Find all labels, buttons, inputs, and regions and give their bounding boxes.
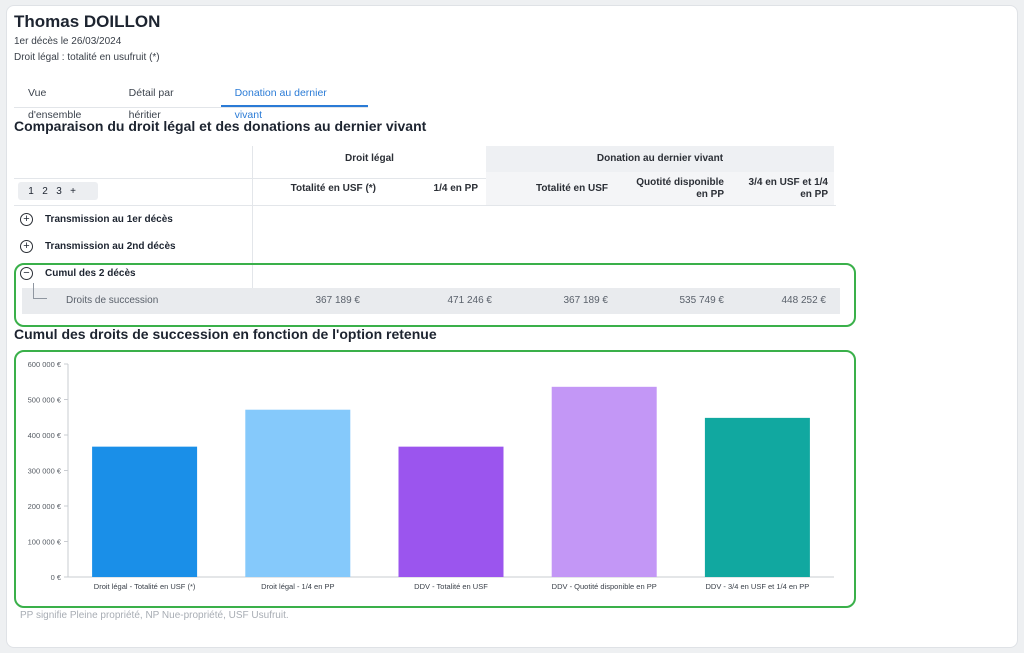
row-transmission-1[interactable]: + Transmission au 1er décès bbox=[14, 206, 173, 232]
row-label: Transmission au 1er décès bbox=[45, 213, 173, 225]
row-cumul[interactable]: − Cumul des 2 décès bbox=[14, 260, 136, 286]
tab-bar: Vue d'ensemble Détail par héritier Donat… bbox=[14, 82, 368, 121]
bar bbox=[245, 409, 351, 577]
expand-plus-icon[interactable]: + bbox=[20, 212, 33, 226]
page-title: Thomas DOILLON bbox=[14, 12, 161, 31]
bar bbox=[398, 446, 504, 577]
col-header: Totalité en USF (*) bbox=[290, 183, 376, 194]
x-tick-label: Droit légal - Totalité en USF (*) bbox=[94, 582, 196, 591]
value-cell: 367 189 € bbox=[563, 295, 609, 306]
col-header: 1/4 en PP bbox=[433, 183, 478, 194]
y-tick-label: 200 000 € bbox=[28, 502, 62, 511]
bar bbox=[551, 386, 657, 577]
bar bbox=[704, 417, 810, 577]
tab-heir-detail[interactable]: Détail par héritier bbox=[128, 87, 174, 121]
pager-add[interactable]: + bbox=[70, 185, 76, 197]
y-tick-label: 100 000 € bbox=[28, 538, 62, 547]
tree-connector bbox=[33, 283, 47, 299]
group-header-droit-legal: Droit légal bbox=[252, 146, 486, 172]
value-cell: 367 189 € bbox=[315, 295, 361, 306]
pager-1[interactable]: 1 bbox=[28, 185, 34, 197]
subrow-droits-succession: Droits de succession 367 189 € 471 246 €… bbox=[22, 288, 840, 314]
divider bbox=[14, 205, 836, 206]
highlight-frame bbox=[14, 263, 856, 327]
col-header: 3/4 en USF et 1/4 en PP bbox=[748, 177, 828, 200]
legal-right: Droit légal : totalité en usufruit (*) bbox=[14, 52, 160, 63]
chart-title: Cumul des droits de succession en foncti… bbox=[14, 326, 437, 342]
y-tick-label: 600 000 € bbox=[28, 360, 62, 369]
tab-ddv[interactable]: Donation au dernier vivant bbox=[220, 82, 368, 121]
column-divider bbox=[252, 146, 253, 310]
y-tick-label: 400 000 € bbox=[28, 431, 62, 440]
divider bbox=[14, 178, 252, 179]
x-tick-label: DDV - Totalité en USF bbox=[414, 582, 488, 591]
group-header-ddv: Donation au dernier vivant bbox=[486, 146, 834, 172]
col-header: Quotité disponible en PP bbox=[636, 177, 724, 200]
value-cell: 471 246 € bbox=[447, 295, 493, 306]
x-tick-label: DDV - Quotité disponible en PP bbox=[552, 582, 657, 591]
chart-frame: 0 € 100 000 € 200 000 € 300 000 € 400 000 € 5… bbox=[14, 350, 856, 608]
divider bbox=[252, 178, 486, 179]
ddv-header-bg bbox=[486, 172, 834, 206]
row-label: Cumul des 2 décès bbox=[45, 267, 136, 279]
bar bbox=[92, 446, 198, 577]
y-tick-label: 300 000 € bbox=[28, 467, 62, 476]
expand-plus-icon[interactable]: + bbox=[20, 239, 33, 253]
collapse-minus-icon[interactable]: − bbox=[20, 266, 33, 280]
row-label: Transmission au 2nd décès bbox=[45, 240, 176, 252]
tab-overview[interactable]: Vue d'ensemble bbox=[28, 87, 82, 121]
pager: 1 2 3 + bbox=[18, 182, 98, 200]
col-header: Totalité en USF bbox=[535, 183, 608, 194]
value-cell: 535 749 € bbox=[679, 295, 725, 306]
footnote: PP signifie Pleine propriété, NP Nue-pro… bbox=[20, 610, 289, 621]
x-tick-label: Droit légal - 1/4 en PP bbox=[261, 582, 334, 591]
row-transmission-2[interactable]: + Transmission au 2nd décès bbox=[14, 233, 176, 259]
subrow-label: Droits de succession bbox=[66, 295, 159, 306]
comparison-table: Droit légal Donation au dernier vivant 1… bbox=[14, 146, 836, 310]
value-cell: 448 252 € bbox=[781, 295, 827, 306]
x-tick-label: DDV - 3/4 en USF et 1/4 en PP bbox=[705, 582, 809, 591]
y-tick-label: 500 000 € bbox=[28, 396, 62, 405]
pager-3[interactable]: 3 bbox=[56, 185, 62, 197]
death-date: 1er décès le 26/03/2024 bbox=[14, 36, 122, 47]
bar-chart: 0 € 100 000 € 200 000 € 300 000 € 400 000 € 5… bbox=[28, 360, 834, 591]
comparison-title: Comparaison du droit légal et des donati… bbox=[14, 118, 427, 134]
pager-2[interactable]: 2 bbox=[42, 185, 48, 197]
y-tick-label: 0 € bbox=[51, 573, 62, 582]
